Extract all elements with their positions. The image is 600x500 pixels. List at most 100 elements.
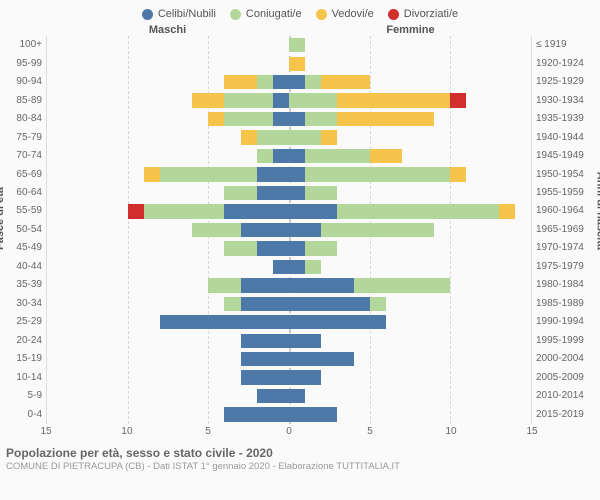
female-bar <box>289 241 531 255</box>
male-bar <box>47 57 289 71</box>
bar-segment-c <box>273 93 289 107</box>
bar-row <box>47 239 531 257</box>
female-bar <box>289 186 531 200</box>
bar-row <box>47 295 531 313</box>
bar-segment-co <box>224 297 240 311</box>
bar-segment-c <box>257 167 289 181</box>
x-tick: 10 <box>121 426 132 437</box>
female-bar <box>289 75 531 89</box>
y-axis-birth: ≤ 19191920-19241925-19291930-19341935-19… <box>532 36 594 424</box>
bar-segment-v <box>192 93 224 107</box>
female-bar <box>289 112 531 126</box>
bar-segment-v <box>144 167 160 181</box>
female-bar <box>289 260 531 274</box>
legend-item: Celibi/Nubili <box>142 8 216 20</box>
age-label: 55-59 <box>6 202 42 220</box>
birth-label: 1945-1949 <box>536 147 594 165</box>
age-label: 50-54 <box>6 221 42 239</box>
bar-segment-c <box>241 223 289 237</box>
legend-label: Coniugati/e <box>246 8 302 20</box>
age-label: 95-99 <box>6 54 42 72</box>
male-bar <box>47 38 289 52</box>
bar-segment-c <box>160 315 289 329</box>
male-bar <box>47 223 289 237</box>
birth-label: 2010-2014 <box>536 387 594 405</box>
birth-label: 1935-1939 <box>536 110 594 128</box>
bar-segment-co <box>337 204 498 218</box>
bar-row <box>47 350 531 368</box>
column-headers: Maschi Femmine <box>6 24 594 36</box>
bar-row <box>47 368 531 386</box>
bar-row <box>47 91 531 109</box>
legend-swatch <box>230 9 241 20</box>
footer: Popolazione per età, sesso e stato civil… <box>6 446 594 472</box>
female-bar <box>289 167 531 181</box>
male-bar <box>47 241 289 255</box>
age-label: 5-9 <box>6 387 42 405</box>
bar-segment-v <box>337 112 434 126</box>
age-label: 70-74 <box>6 147 42 165</box>
y-axis-label-right: Anni di nascita <box>594 172 600 250</box>
birth-label: 2015-2019 <box>536 405 594 423</box>
male-bar <box>47 112 289 126</box>
birth-label: 1960-1964 <box>536 202 594 220</box>
female-bar <box>289 130 531 144</box>
bar-segment-v <box>289 57 305 71</box>
bar-segment-co <box>289 130 321 144</box>
bar-segment-c <box>257 241 289 255</box>
male-bar <box>47 167 289 181</box>
chart-source: COMUNE DI PIETRACUPA (CB) - Dati ISTAT 1… <box>6 461 594 472</box>
bar-segment-v <box>370 149 402 163</box>
bar-segment-c <box>241 370 289 384</box>
birth-label: 2000-2004 <box>536 350 594 368</box>
female-bar <box>289 370 531 384</box>
bar-segment-co <box>224 241 256 255</box>
male-bar <box>47 204 289 218</box>
bars-area <box>46 36 532 424</box>
legend-item: Coniugati/e <box>230 8 302 20</box>
bar-row <box>47 54 531 72</box>
legend-swatch <box>388 9 399 20</box>
birth-label: 1940-1944 <box>536 128 594 146</box>
bar-segment-c <box>273 112 289 126</box>
bar-row <box>47 128 531 146</box>
bar-segment-c <box>257 389 289 403</box>
legend: Celibi/NubiliConiugati/eVedovi/eDivorzia… <box>6 8 594 20</box>
birth-label: 1970-1974 <box>536 239 594 257</box>
female-bar <box>289 315 531 329</box>
female-bar <box>289 93 531 107</box>
male-bar <box>47 260 289 274</box>
birth-label: 1985-1989 <box>536 295 594 313</box>
bar-row <box>47 405 531 423</box>
female-bar <box>289 278 531 292</box>
male-bar <box>47 370 289 384</box>
age-label: 0-4 <box>6 405 42 423</box>
bar-segment-co <box>370 297 386 311</box>
age-label: 15-19 <box>6 350 42 368</box>
bar-segment-v <box>208 112 224 126</box>
x-tick: 10 <box>445 426 456 437</box>
bar-segment-c <box>289 407 337 421</box>
bar-segment-c <box>289 334 321 348</box>
male-bar <box>47 352 289 366</box>
bar-segment-co <box>224 186 256 200</box>
age-label: 20-24 <box>6 332 42 350</box>
birth-label: 1980-1984 <box>536 276 594 294</box>
bar-row <box>47 332 531 350</box>
bar-row <box>47 36 531 54</box>
age-label: 30-34 <box>6 295 42 313</box>
bar-segment-c <box>224 204 289 218</box>
bar-segment-d <box>128 204 144 218</box>
age-label: 40-44 <box>6 258 42 276</box>
bar-segment-c <box>289 278 354 292</box>
bar-segment-c <box>289 260 305 274</box>
age-label: 65-69 <box>6 165 42 183</box>
bar-segment-co <box>224 93 272 107</box>
birth-label: 2005-2009 <box>536 368 594 386</box>
header-female: Femmine <box>289 24 532 36</box>
male-bar <box>47 297 289 311</box>
bar-row <box>47 165 531 183</box>
x-ticks: 15105051015 <box>46 426 532 440</box>
legend-item: Vedovi/e <box>316 8 374 20</box>
population-pyramid-chart: Celibi/NubiliConiugati/eVedovi/eDivorzia… <box>0 0 600 500</box>
